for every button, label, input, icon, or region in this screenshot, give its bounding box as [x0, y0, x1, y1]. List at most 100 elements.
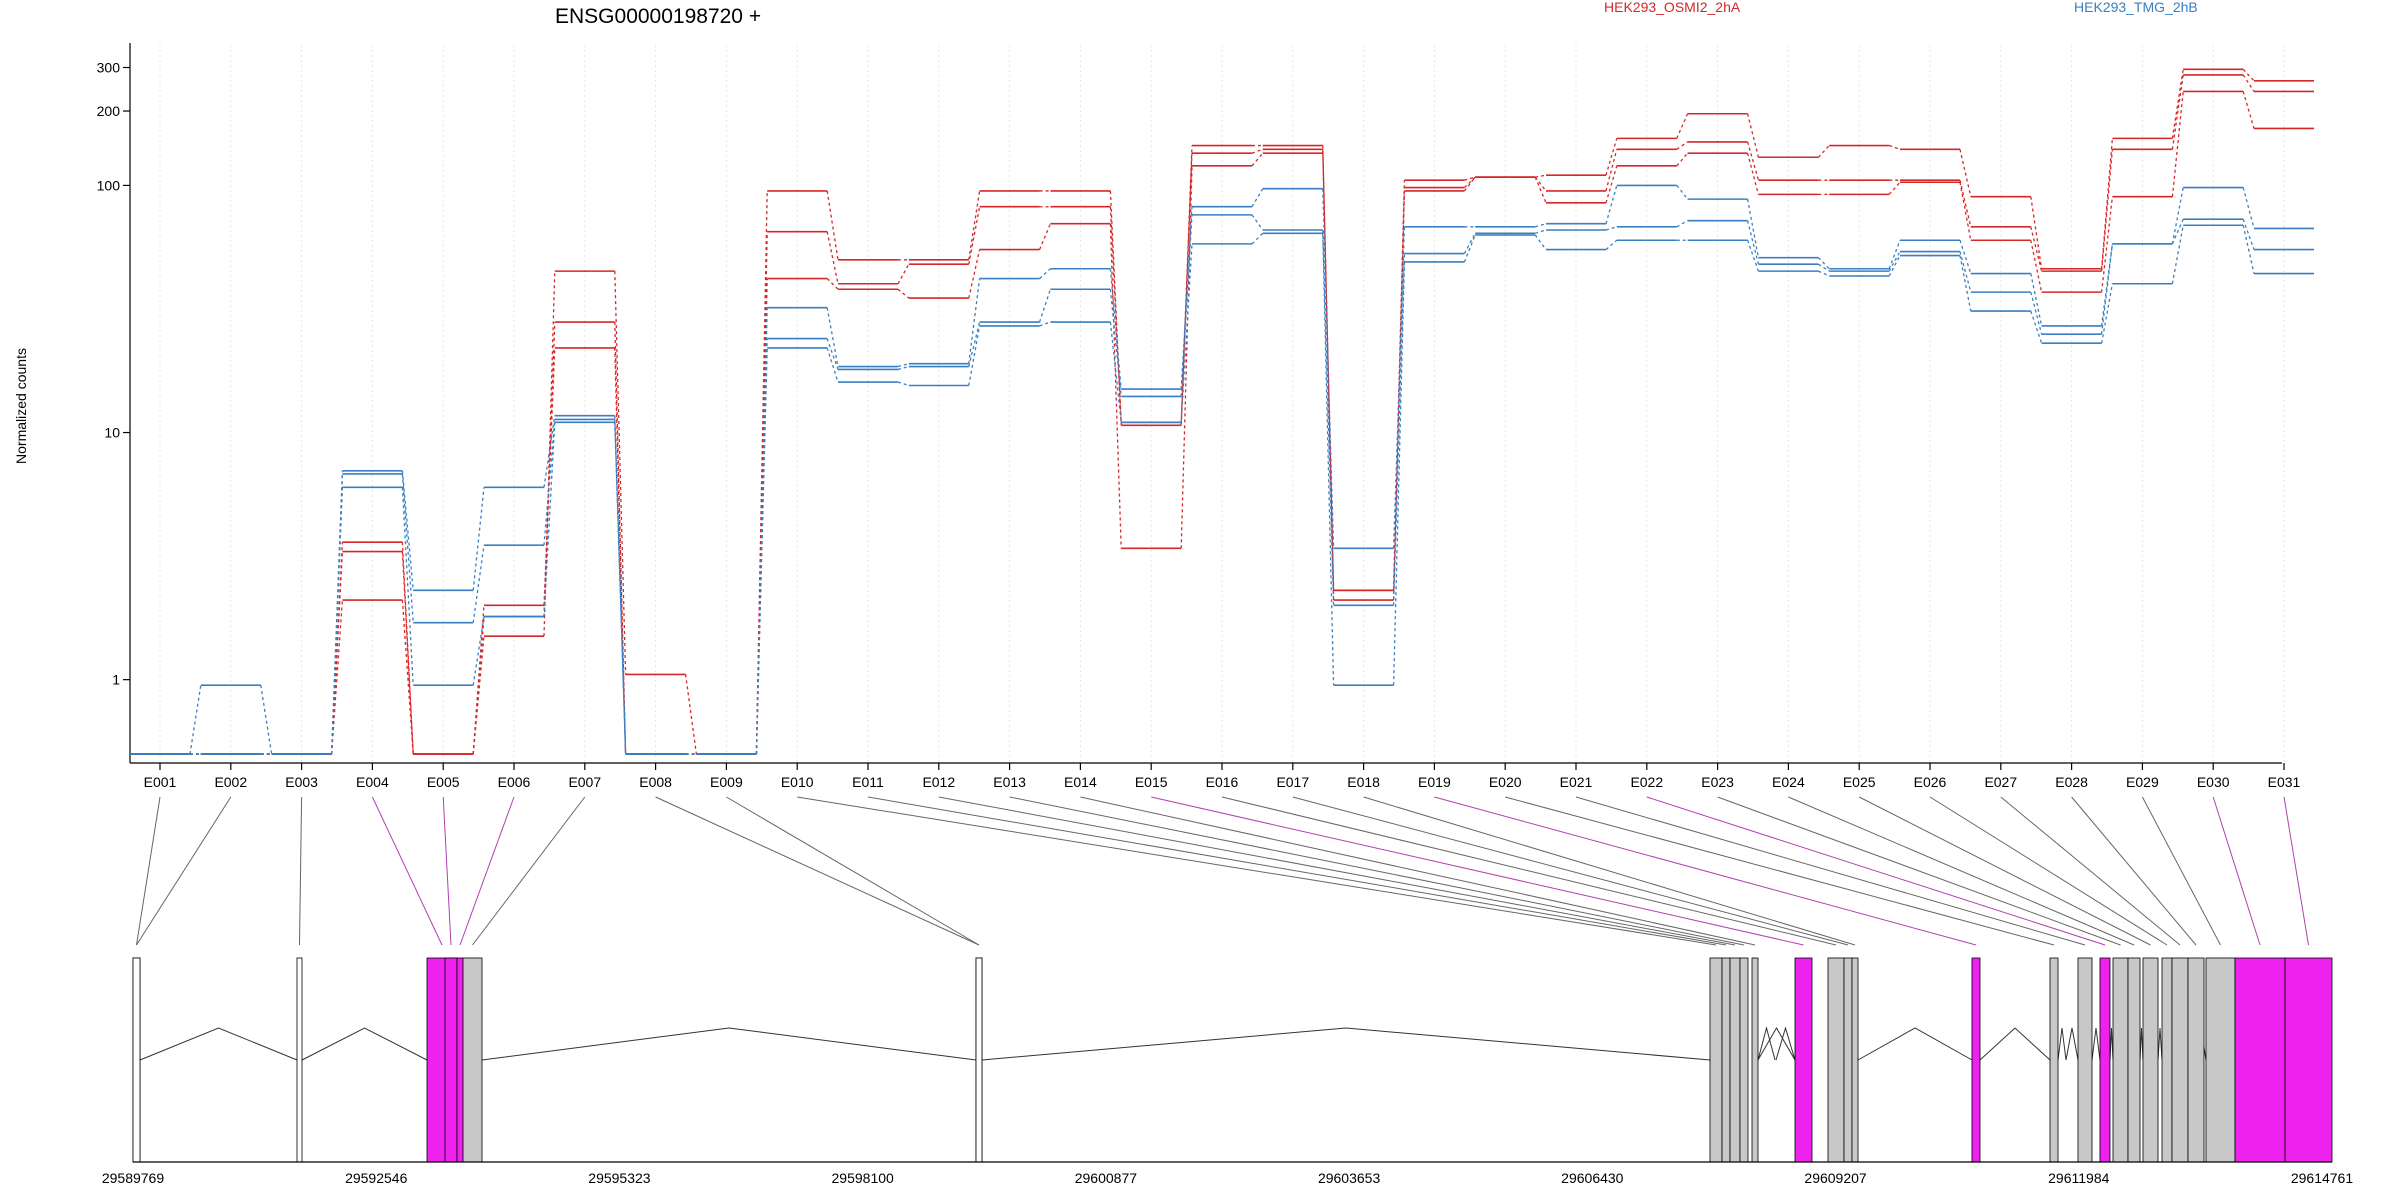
series-6-point-e027 [2000, 310, 2002, 312]
series-5-point-e030 [2212, 218, 2214, 220]
series-5-point-e006 [513, 544, 515, 547]
series-4-point-e006 [513, 486, 515, 489]
series-6-point-e007 [584, 421, 586, 424]
genomic-tick-label-29600877: 29600877 [1075, 1170, 1138, 1186]
series-4-point-e028 [2070, 325, 2073, 327]
series-6-point-e023 [1716, 239, 1719, 242]
series-5-point-e014 [1079, 288, 1082, 291]
series-2-point-e025 [1858, 179, 1860, 181]
series-3-point-e026 [1929, 181, 1931, 184]
series-6-point-e006 [513, 615, 515, 618]
exon-block-e005 [444, 957, 458, 1163]
connector-e001 [136, 796, 161, 946]
series-6-point-e010 [796, 347, 798, 349]
genomic-tick-label-29603653: 29603653 [1318, 1170, 1381, 1186]
series-2-point-e029 [2141, 148, 2144, 151]
connector-e020 [1505, 796, 2055, 946]
series-6-point-e022 [1646, 239, 1648, 242]
genomic-tick-label-29595323: 29595323 [588, 1170, 651, 1186]
series-2-point-e004 [371, 550, 374, 553]
exon-connectors [136, 796, 2309, 946]
series-3-point-e022 [1646, 165, 1648, 167]
series-4-point-e011 [867, 365, 869, 368]
series-1-point-e013 [1008, 190, 1011, 192]
series-2-point-e012 [938, 263, 940, 265]
series-1-point-e007 [584, 270, 586, 272]
series-2-point-e017 [1292, 148, 1294, 151]
chart-title: ENSG00000198720 + [555, 5, 761, 28]
series-3-point-e027 [2000, 239, 2002, 242]
series-4-point-e023 [1716, 198, 1719, 200]
connector-e006 [459, 796, 515, 946]
series-6-point-e018 [1362, 684, 1365, 686]
y-tick-label-100: 100 [97, 177, 121, 193]
intron-lines [139, 1027, 2051, 1061]
series-6 [130, 224, 2314, 755]
x-tick-label-e007: E007 [568, 774, 601, 790]
y-tick-label-200: 200 [97, 103, 121, 119]
connector-e029 [2141, 796, 2221, 946]
series-4-point-e005 [442, 589, 445, 592]
connector-e013 [1009, 796, 1745, 946]
series-3-point-e013 [1008, 248, 1011, 251]
genomic-tick-label-29592546: 29592546 [345, 1170, 408, 1186]
series-5-point-e020 [1504, 232, 1506, 235]
series-5-point-e027 [2000, 291, 2002, 293]
series-4-point-e031 [2283, 227, 2285, 230]
exon-block-e009 [975, 957, 983, 1163]
series-6-point-e012 [938, 384, 940, 387]
series-3-point-e004 [371, 599, 374, 601]
series-4-point-e010 [796, 306, 798, 309]
exon-block-e028 [2187, 957, 2205, 1163]
exon-block-e029 [2205, 957, 2236, 1163]
series-5-point-e015 [1150, 395, 1152, 398]
x-tick-label-e011: E011 [852, 774, 884, 790]
exon-block-e018 [1851, 957, 1859, 1163]
series-3-point-e005 [442, 753, 445, 755]
intron-zigzag-7 [2139, 1027, 2144, 1061]
series-6-point-e001 [159, 753, 161, 755]
exon-block-e019 [1971, 957, 1981, 1163]
series-6-point-e024 [1787, 270, 1790, 272]
series-1-point-e010 [796, 190, 798, 192]
series-3-point-e012 [938, 297, 940, 299]
series-5-point-e004 [371, 473, 374, 475]
x-tick-label-e003: E003 [285, 774, 318, 790]
series-2-point-e023 [1716, 141, 1719, 143]
series-2-point-e016 [1221, 152, 1223, 155]
x-tick-label-e002: E002 [214, 774, 247, 790]
exon-block-e003 [296, 957, 303, 1163]
series-6-point-e013 [1008, 325, 1011, 327]
connector-e025 [1858, 796, 2151, 946]
series-2-point-e014 [1079, 205, 1082, 208]
series-3-point-e011 [867, 288, 869, 291]
genomic-tick-label-29614761: 29614761 [2291, 1170, 2354, 1186]
series-1-point-e022 [1646, 137, 1648, 140]
series-1-point-e025 [1858, 144, 1860, 147]
series-2-point-e013 [1008, 205, 1011, 208]
series-6-point-e002 [230, 753, 232, 755]
series-5-point-e011 [867, 368, 869, 371]
series-6-transitions [190, 225, 2255, 755]
series-6-point-e031 [2283, 272, 2285, 275]
series-4-point-e026 [1929, 239, 1931, 242]
exon-block-e011 [1721, 957, 1731, 1163]
genomic-axis: 29589769 29592546 29595323 29598100 29600877… [102, 1161, 2354, 1186]
y-tick-label-300: 300 [97, 60, 121, 76]
y-tick-label-10: 10 [104, 425, 120, 441]
series-1-point-e023 [1716, 112, 1719, 115]
series-4-point-e007 [584, 414, 586, 417]
exon-block-e023 [2112, 957, 2129, 1163]
series-5-point-e025 [1858, 270, 1860, 272]
x-tick-label-e026: E026 [1914, 774, 1947, 790]
exon-block-e022 [2099, 957, 2111, 1163]
series-6-point-e021 [1575, 248, 1577, 251]
series-6-point-e029 [2141, 282, 2144, 285]
x-tick-label-e018: E018 [1347, 774, 1380, 790]
connector-e030 [2212, 796, 2261, 946]
y-tick-label-1: 1 [112, 672, 120, 688]
series-2-transitions [190, 74, 2255, 755]
series-2-point-e024 [1787, 179, 1790, 181]
series-6-point-e005 [442, 684, 445, 686]
series-2-point-e019 [1433, 186, 1436, 189]
